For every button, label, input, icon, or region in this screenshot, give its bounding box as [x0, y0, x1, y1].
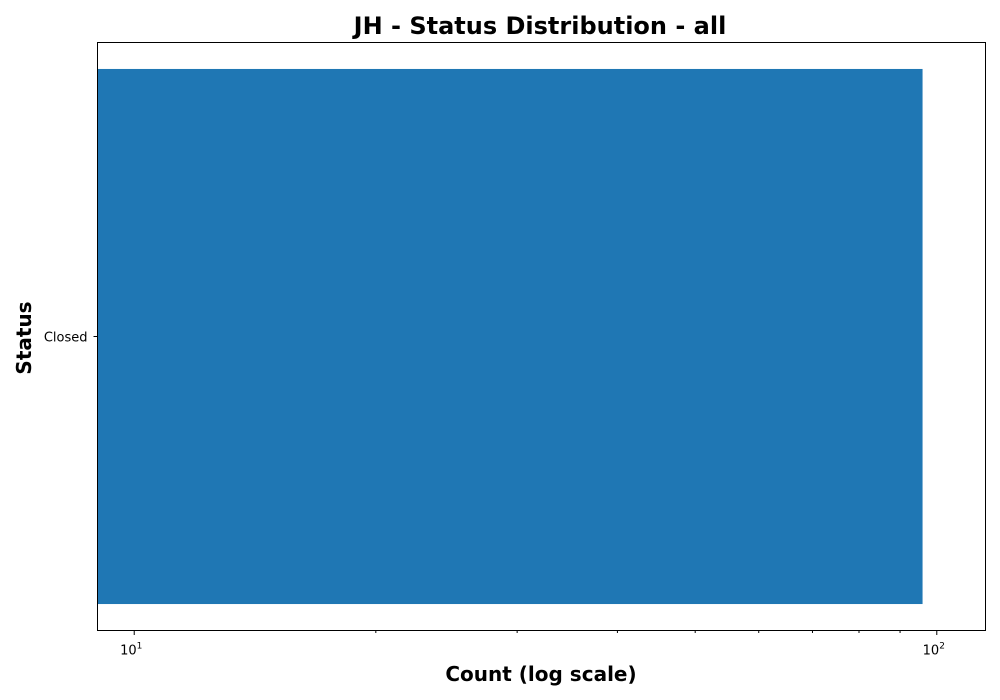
y-tick-label: Closed [44, 331, 88, 346]
x-tick-label: 101 [120, 642, 142, 659]
x-axis-label: Count (log scale) [445, 662, 636, 686]
bar-closed [97, 68, 923, 605]
chart-title: JH - Status Distribution - all [352, 12, 727, 40]
x-tick-label: 102 [923, 642, 945, 659]
plot-area [97, 68, 923, 605]
y-axis-label: Status [12, 301, 36, 374]
